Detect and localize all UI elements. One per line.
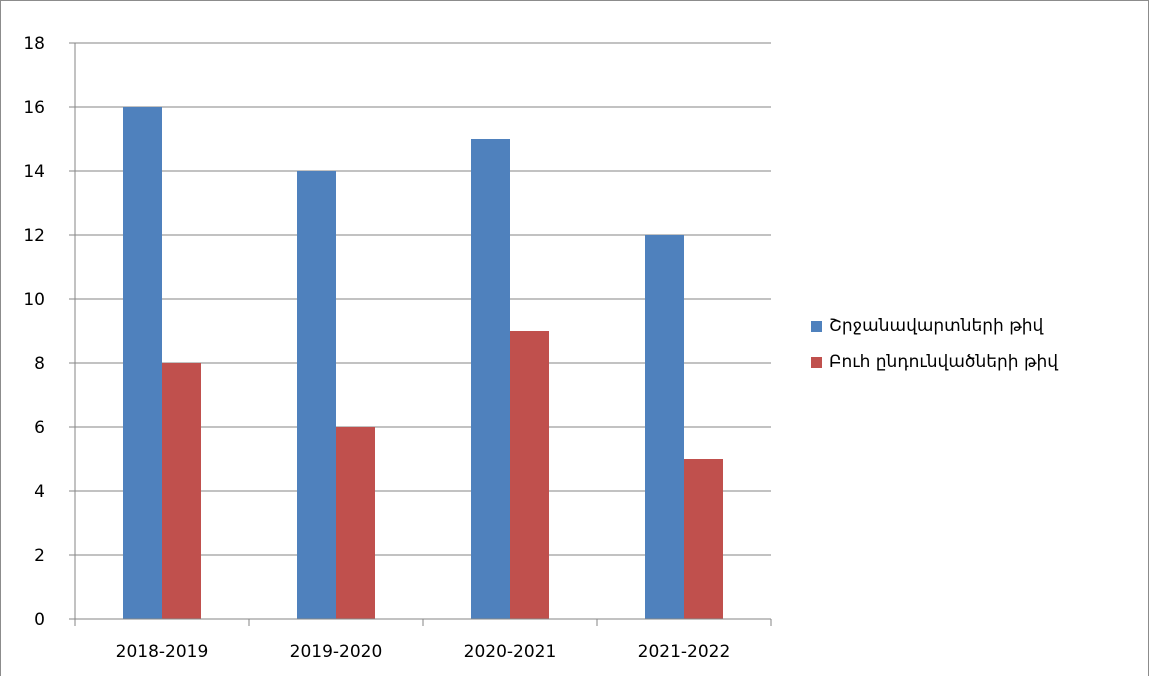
y-tick-label: 14 xyxy=(23,162,45,182)
y-tick-label: 8 xyxy=(34,354,45,374)
bar-series-1-2019-2020 xyxy=(297,171,336,619)
bars xyxy=(123,107,723,619)
bar-series-1-2021-2022 xyxy=(645,235,684,619)
y-tick-label: 4 xyxy=(34,482,45,502)
x-tick-label: 2018-2019 xyxy=(116,642,209,662)
x-tick-label: 2020-2021 xyxy=(464,642,557,662)
x-tick-label: 2021-2022 xyxy=(638,642,731,662)
y-tick-label: 2 xyxy=(34,546,45,566)
tick-labels: 0 2 4 6 8 10 12 14 16 18 2018-2019 2019-2020 2020-20… xyxy=(23,34,730,662)
legend-label-series-1: Շրջանավարտների թիվ xyxy=(829,316,1044,336)
bar-series-1-2018-2019 xyxy=(123,107,162,619)
bar-series-2-2019-2020 xyxy=(336,427,375,619)
legend-swatch-series-1 xyxy=(811,320,822,332)
legend-item-series-2: Բուհ ընդունվածների թիվ xyxy=(811,349,1058,375)
y-tick-label: 6 xyxy=(34,418,45,438)
y-tick-label: 12 xyxy=(23,226,45,246)
y-tick-label: 18 xyxy=(23,34,45,54)
legend-item-series-1: Շրջանավարտների թիվ xyxy=(811,313,1058,339)
y-tick-label: 16 xyxy=(23,98,45,118)
x-tick-label: 2019-2020 xyxy=(290,642,383,662)
bar-series-1-2020-2021 xyxy=(471,139,510,619)
bar-series-2-2018-2019 xyxy=(162,363,201,619)
bar-series-2-2020-2021 xyxy=(510,331,549,619)
bar-series-2-2021-2022 xyxy=(684,459,723,619)
legend-swatch-series-2 xyxy=(811,356,822,368)
y-tick-label: 0 xyxy=(34,610,45,630)
legend-label-series-2: Բուհ ընդունվածների թիվ xyxy=(829,352,1059,372)
axes xyxy=(69,42,772,626)
y-tick-label: 10 xyxy=(23,290,45,310)
legend: Շրջանավարտների թիվ Բուհ ընդունվածների թի… xyxy=(811,313,1058,385)
